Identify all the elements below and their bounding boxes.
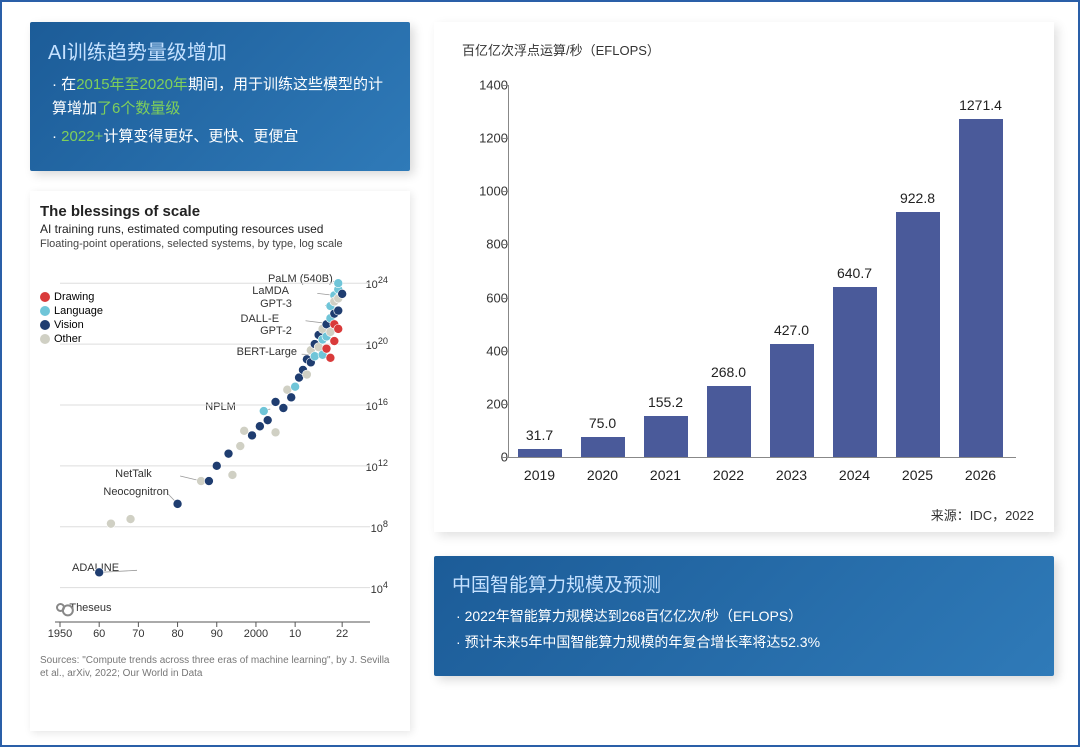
left-box-title: AI训练趋势量级增加 — [48, 36, 392, 65]
right-box-line2: 预计未来5年中国智能算力规模的年复合增长率将达52.3% — [456, 631, 1036, 653]
left-box-line1: 在2015年至2020年期间，用于训练这些模型的计算增加了6个数量级 — [52, 73, 392, 121]
right-box-title: 中国智能算力规模及预测 — [452, 570, 1036, 597]
bar-ytitle: 百亿亿次浮点运算/秒（EFLOPS） — [462, 40, 1034, 59]
scatter-subtitle2: Floating-point operations, selected syst… — [40, 238, 400, 250]
bar — [707, 386, 751, 457]
scatter-chart-panel: The blessings of scale AI training runs,… — [30, 191, 410, 731]
scatter-legend: Drawing Language Vision Other — [40, 291, 103, 347]
bar — [644, 416, 688, 457]
scatter-title: The blessings of scale — [40, 203, 400, 220]
bar — [518, 449, 562, 457]
legend-item: Vision — [40, 319, 103, 331]
right-summary-box: 中国智能算力规模及预测 2022年智能算力规模达到268百亿亿次/秒（EFLOP… — [434, 556, 1054, 676]
bar — [833, 287, 877, 457]
bar — [770, 344, 814, 457]
bar-chart-panel: 百亿亿次浮点运算/秒（EFLOPS） 020040060080010001200… — [434, 22, 1054, 532]
legend-item: Other — [40, 333, 103, 345]
bar — [959, 119, 1003, 457]
bar — [896, 212, 940, 457]
left-summary-box: AI训练趋势量级增加 在2015年至2020年期间，用于训练这些模型的计算增加了… — [30, 22, 410, 171]
legend-item: Language — [40, 305, 103, 317]
scatter-source: Sources: "Compute trends across three er… — [40, 654, 400, 680]
scatter-subtitle1: AI training runs, estimated computing re… — [40, 222, 400, 236]
left-box-line2: 2022+计算变得更好、更快、更便宜 — [52, 125, 392, 149]
legend-item: Drawing — [40, 291, 103, 303]
bar — [581, 437, 625, 457]
bar-source: 来源：IDC，2022 — [931, 505, 1034, 524]
right-box-line1: 2022年智能算力规模达到268百亿亿次/秒（EFLOPS） — [456, 605, 1036, 627]
bar-plot-area: 020040060080010001200140031.7201975.0202… — [462, 67, 1022, 487]
